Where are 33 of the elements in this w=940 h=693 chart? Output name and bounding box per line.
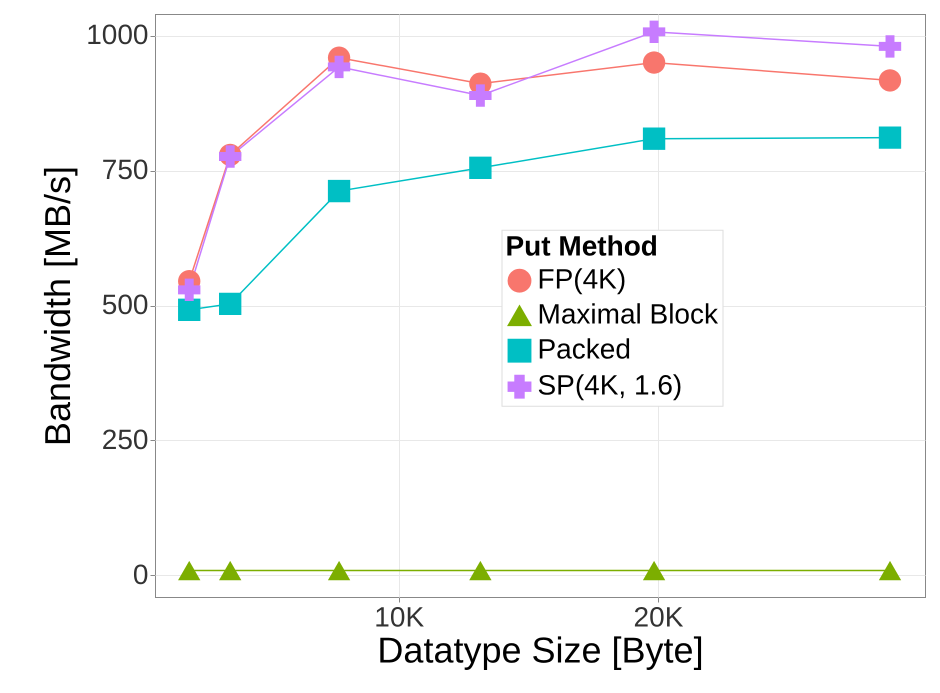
- x-axis-title: Datatype Size [Byte]: [377, 630, 704, 670]
- point: [642, 51, 666, 74]
- point: [469, 560, 492, 580]
- point: [328, 180, 350, 202]
- y-tick-label: 1000: [86, 19, 148, 50]
- point: [219, 560, 242, 580]
- point: [328, 560, 350, 580]
- point: [878, 560, 902, 580]
- point: [469, 156, 492, 180]
- y-tick-label: 250: [102, 424, 148, 455]
- point: [642, 128, 666, 150]
- y-tick-label: 500: [102, 289, 148, 320]
- point: [878, 126, 902, 149]
- legend-label: Maximal Block: [538, 298, 719, 330]
- legend-label: SP(4K, 1.6): [538, 370, 682, 401]
- point: [219, 292, 242, 316]
- point: [178, 560, 200, 580]
- x-tick-label: 10K: [374, 602, 424, 632]
- x-tick-label: 20K: [634, 602, 684, 632]
- point: [878, 35, 902, 58]
- point: [642, 560, 666, 580]
- legend-label: FP(4K): [538, 264, 626, 295]
- point: [328, 56, 350, 78]
- point: [642, 20, 666, 43]
- legend-title: Put Method: [506, 230, 658, 262]
- y-tick-label: 0: [132, 558, 148, 590]
- point: [178, 298, 200, 321]
- y-axis-title: Bandwidth [MB/s]: [37, 166, 78, 446]
- legend-label: Packed: [538, 334, 631, 365]
- point: [178, 278, 200, 302]
- y-tick-label: 750: [102, 154, 148, 186]
- point: [469, 84, 492, 107]
- point: [878, 69, 902, 92]
